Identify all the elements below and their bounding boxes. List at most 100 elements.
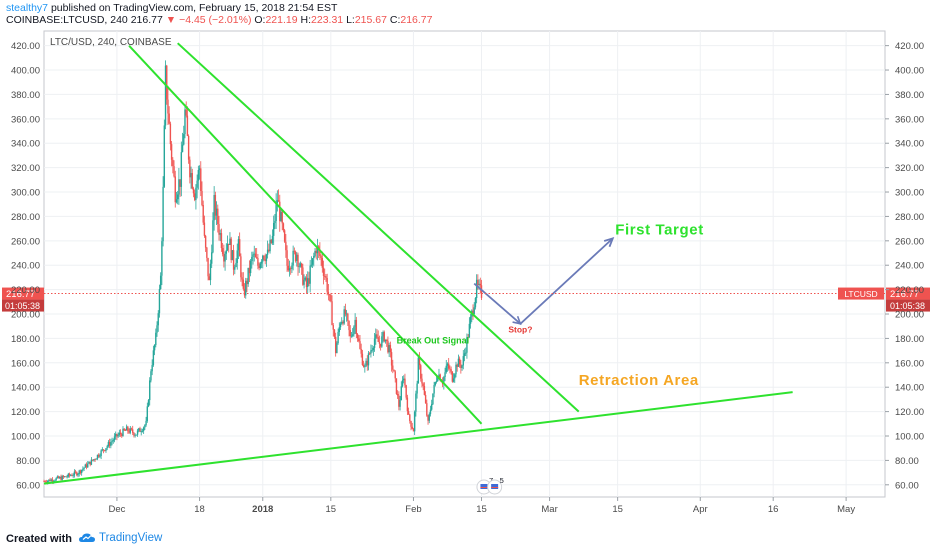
candle-body xyxy=(480,285,483,298)
candle-body xyxy=(166,65,168,100)
candle-body xyxy=(112,440,114,442)
candle-body xyxy=(84,464,87,468)
candle-body xyxy=(59,476,61,479)
x-tick-label: 15 xyxy=(326,504,337,515)
candle-body xyxy=(421,378,423,384)
candle-body xyxy=(355,319,358,335)
candle-body xyxy=(76,472,78,476)
y-tick-label-right: 260.00 xyxy=(895,236,924,247)
candle-body xyxy=(316,246,319,254)
candle-body xyxy=(460,364,462,368)
candle-body xyxy=(77,473,79,476)
candle-body xyxy=(268,249,270,252)
candle-body xyxy=(213,194,215,221)
candle-body xyxy=(366,360,368,366)
candle-body xyxy=(178,179,180,195)
y-tick-label-left: 120.00 xyxy=(11,407,40,418)
y-tick-label-right: 380.00 xyxy=(895,90,924,101)
candle-body xyxy=(62,475,65,478)
timer-badge-right-value: 01:05:38 xyxy=(890,301,925,311)
candle-body xyxy=(238,239,241,257)
candle-body xyxy=(420,365,422,379)
price-change: −4.45 (−2.01%) xyxy=(179,14,252,26)
candle-body xyxy=(179,179,181,187)
author-link[interactable]: stealthy7 xyxy=(6,2,49,14)
x-tick-label: Apr xyxy=(693,504,708,515)
x-tick-label: Mar xyxy=(541,504,557,515)
candle-body xyxy=(157,313,159,326)
candle-body xyxy=(260,261,263,264)
candle-body xyxy=(430,404,433,410)
candle-body xyxy=(466,337,468,353)
price-chart[interactable]: First Target Retraction Area Break Out Sig… xyxy=(0,28,932,530)
candle-body xyxy=(297,254,299,267)
y-tick-label-right: 280.00 xyxy=(895,212,924,223)
upper-resistance-1[interactable] xyxy=(128,44,483,425)
candle-body xyxy=(74,471,77,473)
annotation-label: First Target xyxy=(615,222,704,239)
candle-body xyxy=(252,254,254,257)
candle-body xyxy=(364,366,366,368)
candle-body xyxy=(139,428,141,432)
y-tick-label-right: 180.00 xyxy=(895,334,924,345)
candle-body xyxy=(234,266,236,270)
candle-body xyxy=(80,469,83,473)
candle-body xyxy=(321,258,324,268)
candle-body xyxy=(271,235,274,243)
candle-body xyxy=(428,414,430,421)
annotation-label: Retraction Area xyxy=(579,372,699,389)
candle-body xyxy=(328,294,331,296)
candle-body xyxy=(468,323,471,338)
candle-body xyxy=(195,187,197,200)
candle-body xyxy=(190,173,192,178)
candle-body xyxy=(127,426,129,432)
candle-body xyxy=(434,382,437,386)
y-tick-label-left: 300.00 xyxy=(11,188,40,199)
candle-body xyxy=(407,411,410,415)
candle-body xyxy=(332,325,334,330)
candle-body xyxy=(433,385,435,394)
y-tick-label-left: 380.00 xyxy=(11,90,40,101)
annotation-label: Stop? xyxy=(508,324,532,334)
candle-body xyxy=(291,265,293,269)
candle-body xyxy=(151,365,153,372)
candle-body xyxy=(473,307,475,315)
candle-body xyxy=(426,403,428,416)
candle-body xyxy=(85,464,88,468)
rising-support[interactable] xyxy=(43,391,793,485)
symbol-label: COINBASE:LTCUSD, 240 xyxy=(6,14,128,26)
candle-body xyxy=(302,267,304,285)
candle-body xyxy=(411,426,413,429)
candle-body xyxy=(259,263,262,268)
candle-body xyxy=(386,339,388,341)
tradingview-brand: TradingView xyxy=(99,532,163,544)
candle-body xyxy=(65,476,67,478)
candle-body xyxy=(465,352,467,354)
candle-body xyxy=(82,468,84,470)
candle-body xyxy=(46,480,49,483)
candle-body xyxy=(214,194,217,216)
candle-body xyxy=(207,257,209,277)
chart-area[interactable]: First Target Retraction Area Break Out Sig… xyxy=(0,28,932,530)
candle-body xyxy=(344,309,347,315)
candle-body xyxy=(181,144,184,153)
candle-body xyxy=(339,323,342,328)
candle-body xyxy=(472,310,474,315)
candle-body xyxy=(404,378,406,386)
candle-body xyxy=(279,201,281,222)
candle-body xyxy=(307,278,309,288)
y-tick-label-left: 400.00 xyxy=(11,66,40,77)
candle-body xyxy=(379,343,382,347)
upper-resistance-2[interactable] xyxy=(177,42,580,413)
y-tick-label-right: 200.00 xyxy=(895,310,924,321)
candle-body xyxy=(187,135,190,160)
candle-body xyxy=(304,277,306,280)
candle-body xyxy=(378,341,381,344)
candle-body xyxy=(333,329,336,337)
candle-body xyxy=(136,430,139,435)
tradingview-logo[interactable]: TradingView xyxy=(78,532,162,544)
trendlines[interactable] xyxy=(43,42,793,485)
candle-body xyxy=(394,371,396,379)
candle-body xyxy=(475,279,478,299)
candle-body xyxy=(303,279,305,285)
